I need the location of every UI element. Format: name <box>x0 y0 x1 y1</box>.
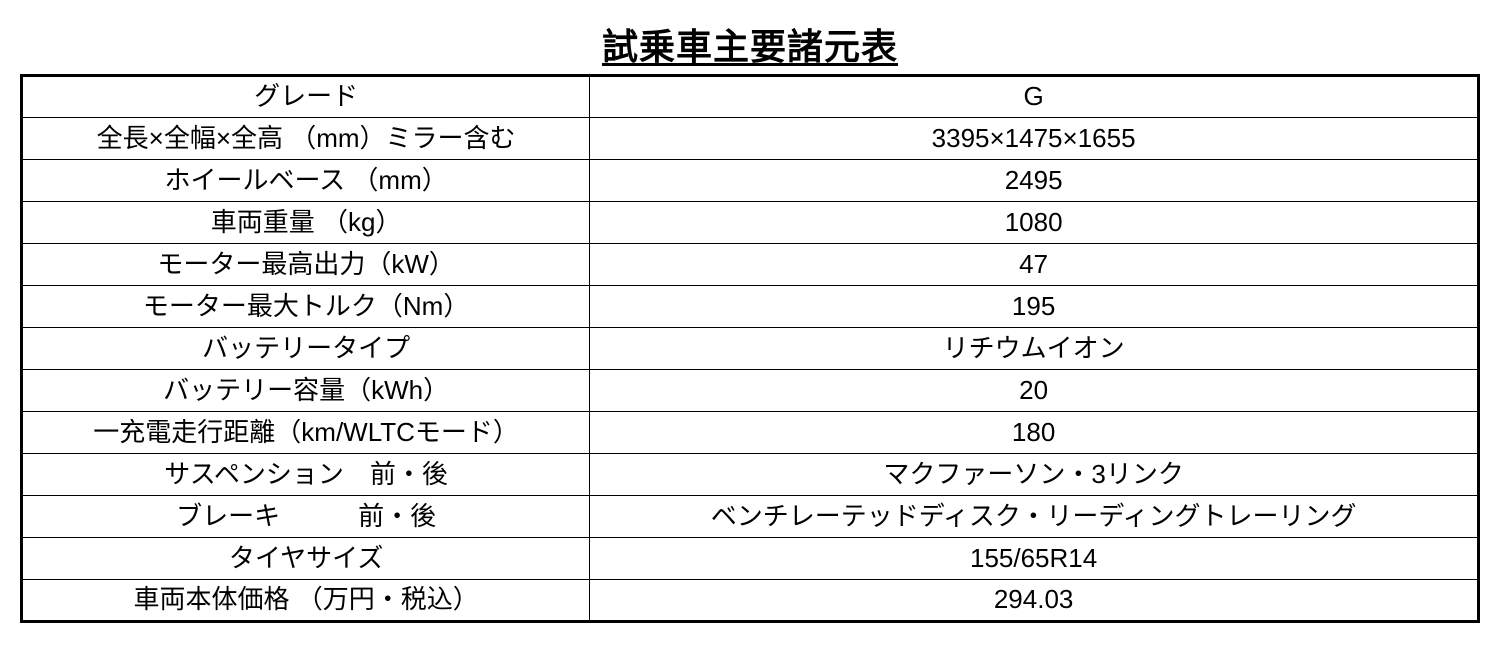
table-row: モーター最大トルク（Nm） 195 <box>22 286 1479 328</box>
table-row: ホイールベース （mm） 2495 <box>22 160 1479 202</box>
spec-table: グレード G 全長×全幅×全高 （mm）ミラー含む 3395×1475×1655… <box>20 74 1480 623</box>
spec-label: ブレーキ 前・後 <box>22 496 590 538</box>
spec-label: サスペンション 前・後 <box>22 454 590 496</box>
table-row: 車両重量 （kg） 1080 <box>22 202 1479 244</box>
spec-label: バッテリー容量（kWh） <box>22 370 590 412</box>
spec-label: タイヤサイズ <box>22 538 590 580</box>
spec-value: 2495 <box>590 160 1479 202</box>
spec-value: G <box>590 76 1479 118</box>
spec-label: モーター最大トルク（Nm） <box>22 286 590 328</box>
spec-label: 全長×全幅×全高 （mm）ミラー含む <box>22 118 590 160</box>
table-row: グレード G <box>22 76 1479 118</box>
spec-value: 3395×1475×1655 <box>590 118 1479 160</box>
table-row: タイヤサイズ 155/65R14 <box>22 538 1479 580</box>
table-row: 車両本体価格 （万円・税込） 294.03 <box>22 580 1479 622</box>
spec-value: マクファーソン・3リンク <box>590 454 1479 496</box>
table-row: モーター最高出力（kW） 47 <box>22 244 1479 286</box>
table-row: バッテリータイプ リチウムイオン <box>22 328 1479 370</box>
page-title: 試乗車主要諸元表 <box>20 18 1480 70</box>
table-row: サスペンション 前・後 マクファーソン・3リンク <box>22 454 1479 496</box>
spec-label: ホイールベース （mm） <box>22 160 590 202</box>
spec-value: 47 <box>590 244 1479 286</box>
spec-label: モーター最高出力（kW） <box>22 244 590 286</box>
table-row: ブレーキ 前・後 ベンチレーテッドディスク・リーディングトレーリング <box>22 496 1479 538</box>
spec-value: 294.03 <box>590 580 1479 622</box>
spec-label: バッテリータイプ <box>22 328 590 370</box>
spec-value: 195 <box>590 286 1479 328</box>
spec-value: リチウムイオン <box>590 328 1479 370</box>
spec-label: グレード <box>22 76 590 118</box>
spec-value: 155/65R14 <box>590 538 1479 580</box>
table-row: 全長×全幅×全高 （mm）ミラー含む 3395×1475×1655 <box>22 118 1479 160</box>
table-row: 一充電走行距離（km/WLTCモード） 180 <box>22 412 1479 454</box>
spec-label: 車両重量 （kg） <box>22 202 590 244</box>
table-row: バッテリー容量（kWh） 20 <box>22 370 1479 412</box>
spec-value: 20 <box>590 370 1479 412</box>
spec-value: 1080 <box>590 202 1479 244</box>
spec-label: 一充電走行距離（km/WLTCモード） <box>22 412 590 454</box>
spec-value: ベンチレーテッドディスク・リーディングトレーリング <box>590 496 1479 538</box>
spec-label: 車両本体価格 （万円・税込） <box>22 580 590 622</box>
spec-value: 180 <box>590 412 1479 454</box>
